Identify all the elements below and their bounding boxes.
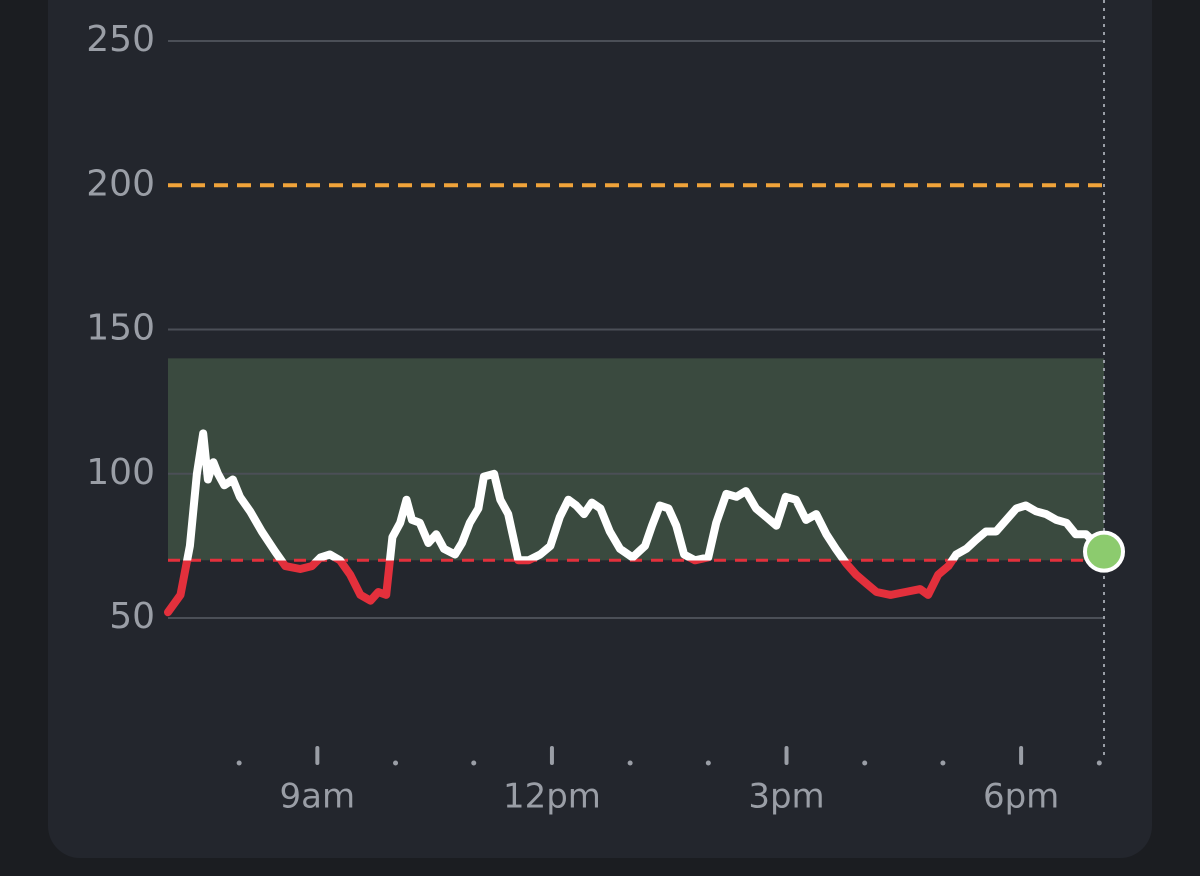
x-minor-tick — [393, 760, 399, 766]
x-minor-tick — [471, 760, 477, 766]
current-reading — [1083, 530, 1125, 573]
x-minor-tick — [1096, 760, 1102, 766]
target-range — [168, 358, 1104, 561]
x-tick-label: 12pm — [503, 777, 601, 817]
y-tick-label: 150 — [86, 308, 155, 349]
x-tick-label: 9am — [280, 777, 356, 817]
x-minor-tick — [862, 760, 868, 766]
x-tick-label: 3pm — [748, 777, 824, 817]
x-minor-tick — [236, 760, 242, 766]
x-minor-tick — [705, 760, 711, 766]
x-tick-label: 6pm — [983, 777, 1059, 817]
x-minor-tick — [940, 760, 946, 766]
glucose-line — [164, 429, 1108, 617]
y-tick-label: 250 — [86, 19, 155, 60]
y-tick-label: 100 — [86, 452, 155, 493]
y-tick-label: 200 — [86, 163, 155, 204]
x-minor-tick — [627, 760, 633, 766]
y-tick-label: 50 — [109, 596, 155, 637]
